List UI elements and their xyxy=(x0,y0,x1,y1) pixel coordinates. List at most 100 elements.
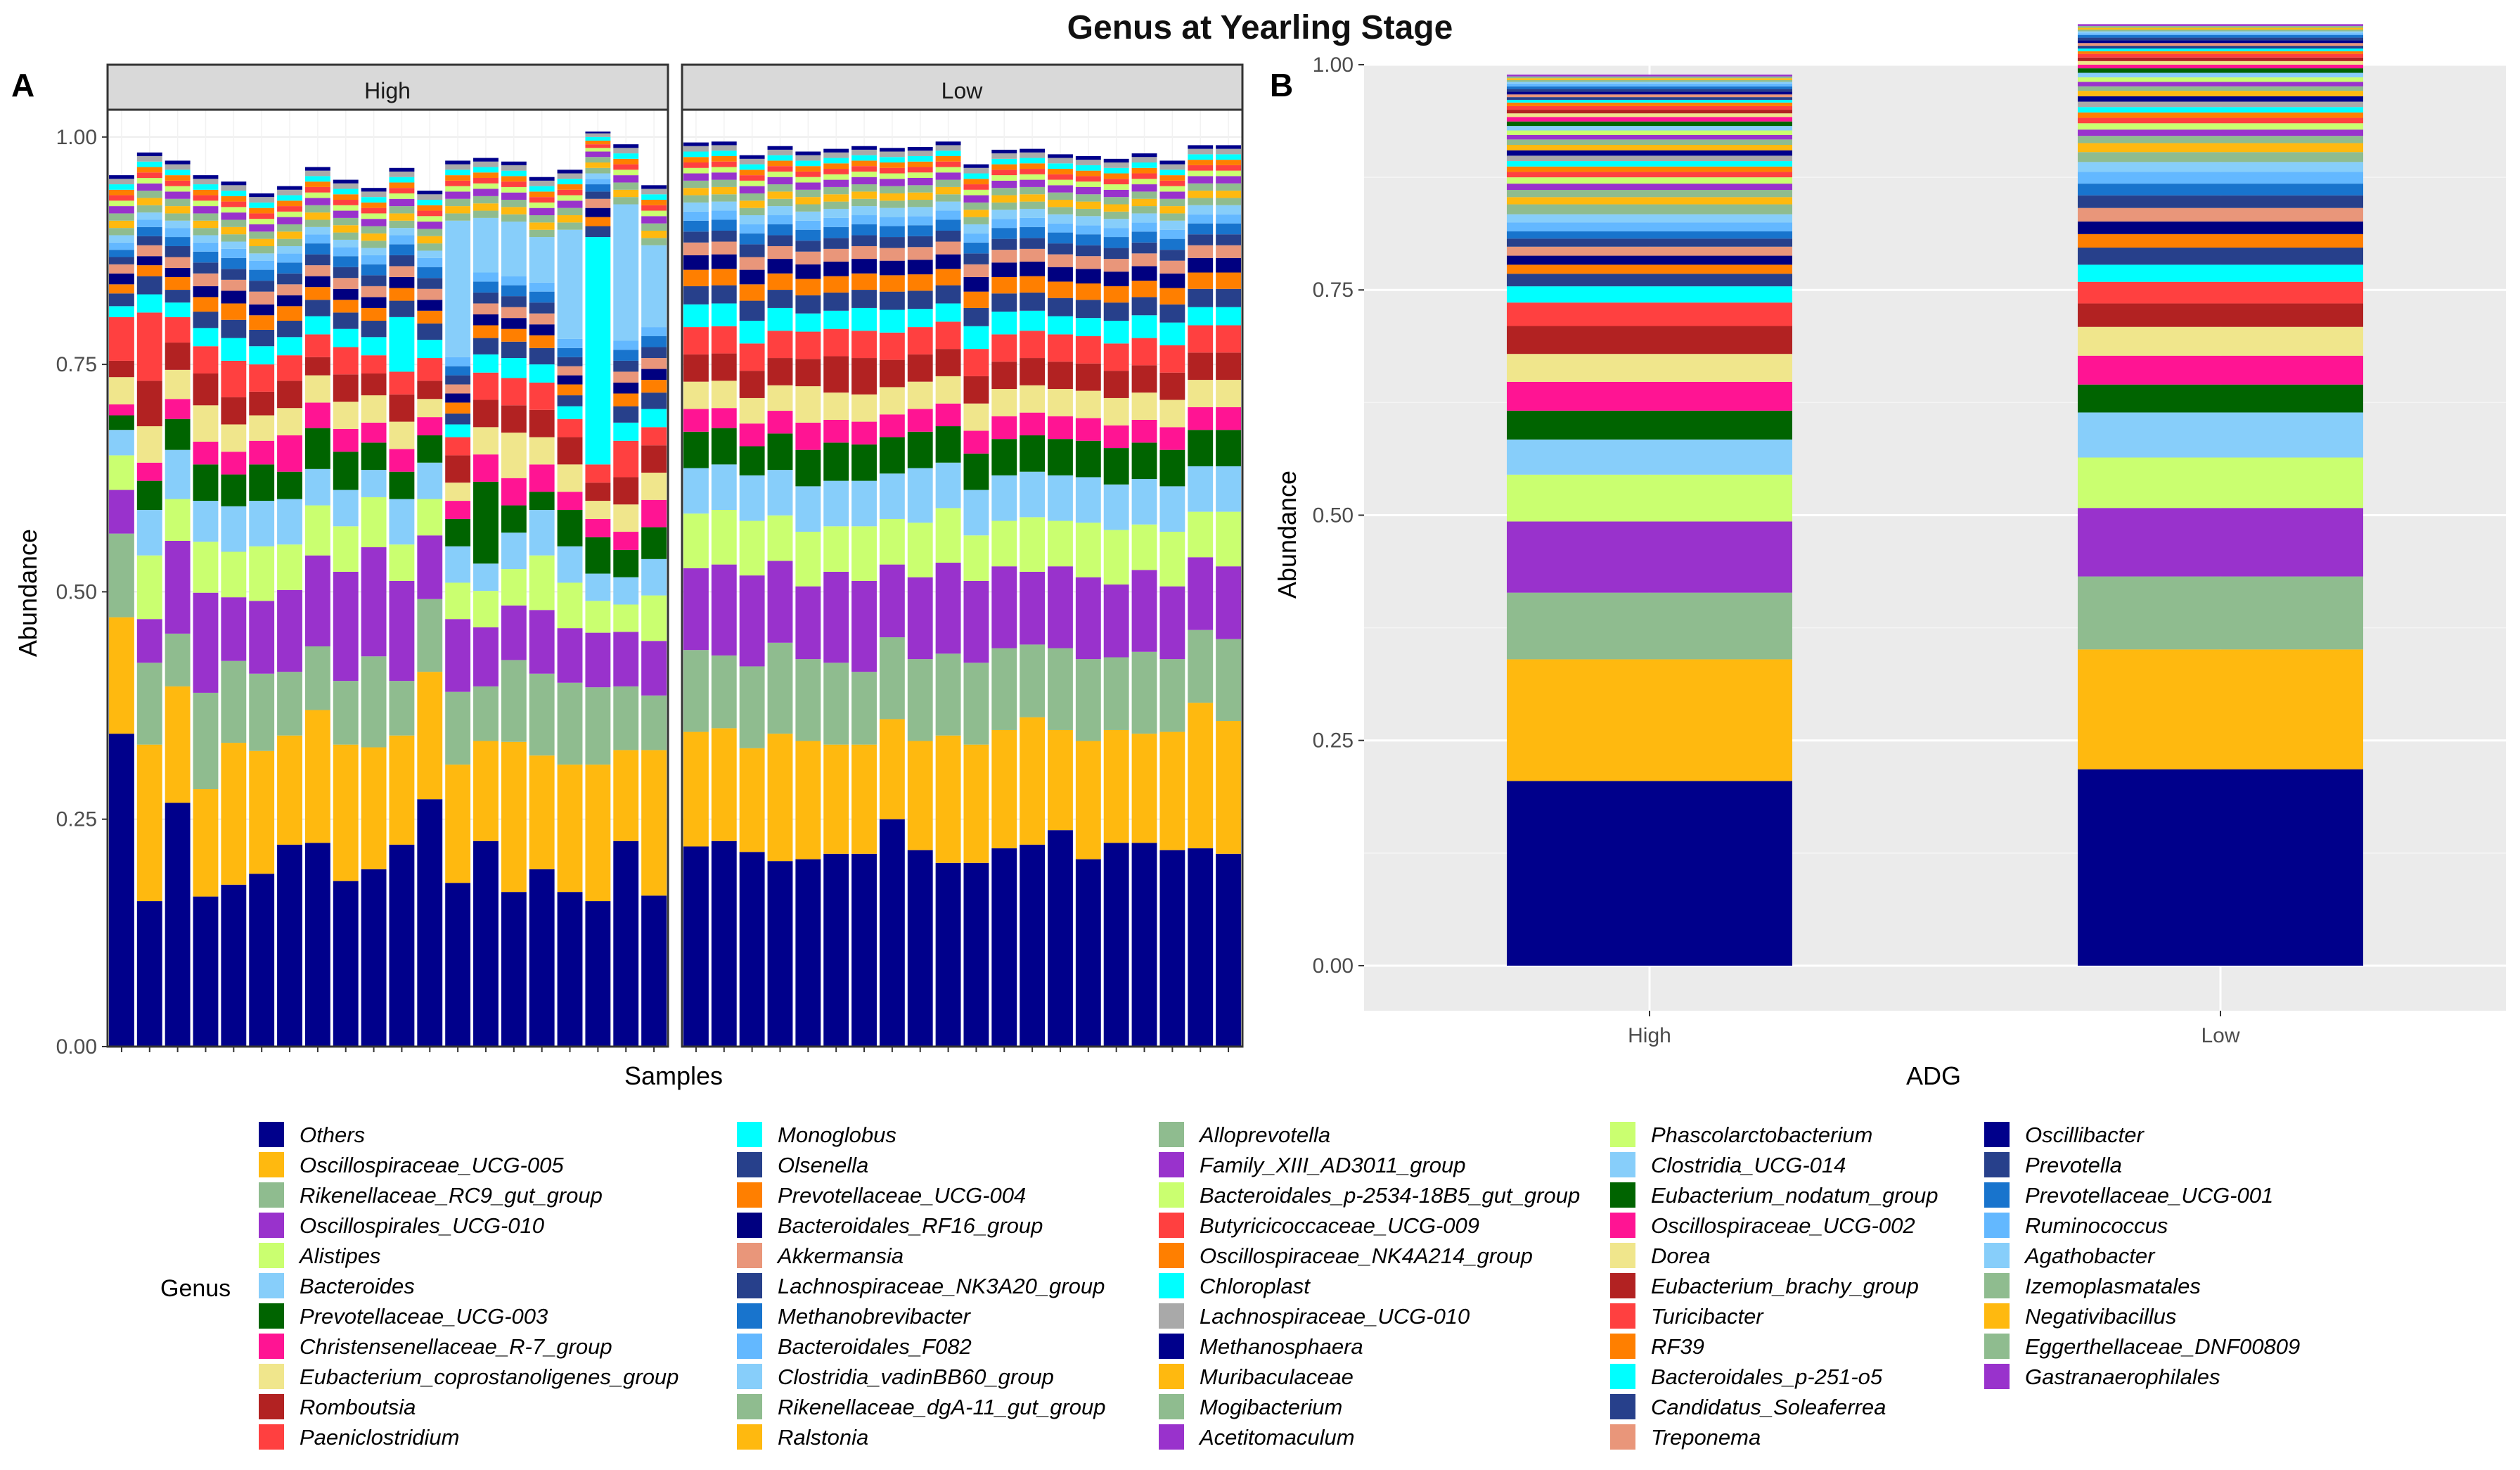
legend-swatch xyxy=(737,1213,762,1238)
bar-segment-high-sample-19-romboutsia xyxy=(613,477,639,505)
bar-segment-high-sample-16-romboutsia xyxy=(529,409,555,437)
bar-segment-high-sample-12-alloprevotella xyxy=(417,229,443,236)
bar-segment-low-turicibacter xyxy=(2078,53,2363,58)
bar-segment-high-sample-12-bacteroidales-p-2534-18b5-gut-group xyxy=(417,216,443,222)
bar-segment-low-sample-9-christensenellaceae-r-7-group xyxy=(907,409,933,432)
bar-segment-low-sample-3-oscillospiraceae-ucg-005 xyxy=(739,748,765,852)
bar-segment-high-sample-6-paeniclostridium xyxy=(249,364,275,392)
legend-label: Agathobacter xyxy=(2024,1244,2156,1268)
legend-swatch xyxy=(1159,1364,1184,1389)
chart-title: Genus at Yearling Stage xyxy=(1067,9,1453,46)
bar-segment-low-sample-2-bacteroidales-p-2534-18b5-gut-group xyxy=(711,167,737,173)
bar-segment-high-sample-14-romboutsia xyxy=(473,400,499,428)
legend-label: Eubacterium_coprostanoligenes_group xyxy=(300,1364,679,1389)
bar-segment-high-sample-13-butyricicoccaceae-ucg-009 xyxy=(445,180,471,186)
bar-segment-low-sample-11-chloroplast xyxy=(963,173,989,179)
bar-segment-low-sample-15-monoglobus xyxy=(1075,318,1101,337)
bar-segment-high-sample-9-lachnospiraceae-ucg-010 xyxy=(333,183,359,189)
bar-segment-high-gastranaerophilales xyxy=(1507,75,1792,77)
bar-segment-low-sample-6-olsenella xyxy=(823,292,849,311)
bar-segment-low-sample-4-monoglobus xyxy=(767,307,793,331)
bar-segment-high-sample-9-alloprevotella xyxy=(333,217,359,226)
bar-segment-high-sample-4-prevotellaceae-ucg-004 xyxy=(193,297,219,312)
bar-segment-low-sample-14-monoglobus xyxy=(1048,316,1073,335)
bar-segment-high-sample-12-monoglobus xyxy=(417,340,443,359)
bar-segment-low-sample-14-akkermansia xyxy=(1048,254,1073,267)
bar-segment-low-sample-10-paeniclostridium xyxy=(935,321,961,350)
bar-segment-low-prevotella xyxy=(2078,37,2363,41)
bar-segment-low-sample-6-bacteroidales-p-2534-18b5-gut-group xyxy=(823,174,849,180)
bar-segment-low-dorea xyxy=(2078,60,2363,65)
bar-segment-high-sample-8-alistipes xyxy=(304,505,330,556)
legend-label: Eubacterium_nodatum_group xyxy=(1651,1183,1938,1208)
legend-label: Alistipes xyxy=(298,1244,380,1268)
bar-segment-high-sample-11-paeniclostridium xyxy=(389,371,415,395)
bar-segment-high-sample-17-paeniclostridium xyxy=(557,418,583,437)
bar-segment-high-sample-8-ralstonia xyxy=(304,212,330,220)
bar-segment-high-sample-6-alistipes xyxy=(249,546,275,601)
bar-segment-low-sample-19-family-xiii-ad3011-group xyxy=(1188,176,1214,184)
bar-segment-low-sample-9-chloroplast xyxy=(907,155,933,162)
bar-segment-high-sample-8-rikenellaceae-rc9-gut-group xyxy=(304,646,330,710)
bar-segment-low-sample-18-rikenellaceae-rc9-gut-group xyxy=(1159,659,1185,732)
bar-segment-high-sample-15-akkermansia xyxy=(501,307,527,319)
legend-item-turicibacter: Turicibacter xyxy=(1610,1303,1764,1329)
bar-segment-high-sample-2-others xyxy=(136,901,162,1047)
bar-segment-high-sample-1-methanobrevibacter xyxy=(108,250,134,257)
bar-segment-low-family-xiii-ad3011-group xyxy=(2078,129,2363,136)
bar-segment-low-sample-17-methanosphaera xyxy=(1131,153,1157,158)
bar-segment-high-sample-4-prevotellaceae-ucg-003 xyxy=(193,464,219,501)
bar-segment-low-sample-12-bacteroidales-p-2534-18b5-gut-group xyxy=(991,175,1017,181)
bar-segment-low-sample-16-bacteroides xyxy=(1103,484,1129,530)
bar-segment-low-sample-10-others xyxy=(935,862,961,1047)
bar-segment-high-sample-13-alloprevotella xyxy=(445,198,471,207)
bar-segment-high-sample-17-olsenella xyxy=(557,395,583,407)
bar-segment-low-sample-14-paeniclostridium xyxy=(1048,334,1073,362)
bar-segment-low-sample-7-ralstonia xyxy=(851,191,877,199)
bar-segment-low-sample-19-bacteroides xyxy=(1188,466,1214,512)
bar-segment-low-sample-7-eubacterium-coprostanoligenes-group xyxy=(851,394,877,422)
bar-segment-high-sample-5-prevotellaceae-ucg-004 xyxy=(221,303,247,320)
bar-segment-high-candidatus-soleaferrea xyxy=(1507,97,1792,100)
bar-segment-low-sample-4-alloprevotella xyxy=(767,184,793,192)
x-tick-label-high: High xyxy=(1628,1024,1671,1047)
bar-segment-high-sample-14-chloroplast xyxy=(473,167,499,173)
bar-segment-low-sample-17-prevotellaceae-ucg-003 xyxy=(1131,442,1157,480)
bar-segment-high-sample-7-oscillospiraceae-ucg-005 xyxy=(277,735,302,845)
bar-segment-high-sample-11-prevotellaceae-ucg-004 xyxy=(389,288,415,301)
bar-segment-low-sample-3-oscillospiraceae-nk4a214-group xyxy=(739,170,765,176)
legend-swatch xyxy=(1984,1213,2010,1238)
bar-segment-high-sample-3-christensenellaceae-r-7-group xyxy=(165,399,191,419)
bar-segment-high-sample-7-christensenellaceae-r-7-group xyxy=(277,435,302,472)
bar-segment-high-sample-4-ralstonia xyxy=(193,220,219,229)
bar-segment-low-oscillospiraceae-ucg-002 xyxy=(2078,65,2363,69)
bar-segment-high-sample-1-akkermansia xyxy=(108,264,134,274)
bar-segment-low-sample-20-bacteroides xyxy=(1216,466,1242,512)
bar-segment-high-sample-1-romboutsia xyxy=(108,360,134,378)
bar-segment-high-sample-9-clostridia-vadinbb60-group xyxy=(333,239,359,248)
bar-segment-low-sample-16-methanosphaera xyxy=(1103,158,1129,163)
bar-segment-high-sample-20-monoglobus xyxy=(641,409,667,428)
bar-segment-high-lachnospiraceae-ucg-010 xyxy=(1507,155,1792,162)
bar-segment-low-sample-10-olsenella xyxy=(935,285,961,304)
legend-item-clostridia-vadinbb60-group: Clostridia_vadinBB60_group xyxy=(737,1364,1054,1389)
bar-segment-low-monoglobus xyxy=(2078,264,2363,282)
bar-segment-low-sample-1-methanosphaera xyxy=(683,142,709,146)
bar-segment-high-sample-12-rikenellaceae-dga-11-gut-group xyxy=(417,243,443,251)
bar-segment-low-sample-19-akkermansia xyxy=(1188,245,1214,258)
bar-segment-high-sample-17-alloprevotella xyxy=(557,207,583,216)
bar-segment-high-sample-6-rikenellaceae-dga-11-gut-group xyxy=(249,245,275,254)
bar-segment-low-sample-5-family-xiii-ad3011-group xyxy=(795,182,821,190)
bar-segment-high-sample-14-others xyxy=(473,841,499,1047)
bar-segment-high-sample-20-rikenellaceae-rc9-gut-group xyxy=(641,695,667,750)
bar-segment-high-sample-13-prevotellaceae-ucg-003 xyxy=(445,518,471,547)
bar-segment-low-sample-14-rikenellaceae-rc9-gut-group xyxy=(1048,648,1073,730)
bar-segment-low-sample-12-oscillospirales-ucg-010 xyxy=(991,566,1017,648)
legend-swatch xyxy=(1610,1394,1635,1419)
bar-segment-high-sample-20-methanobrevibacter xyxy=(641,336,667,347)
bar-segment-high-sample-15-alloprevotella xyxy=(501,200,527,207)
bar-segment-low-bacteroidales-rf16-group xyxy=(2078,221,2363,234)
bar-segment-low-eubacterium-coprostanoligenes-group xyxy=(2078,326,2363,356)
bar-segment-high-sample-9-ralstonia xyxy=(333,225,359,233)
bar-segment-high-sample-15-methanosphaera xyxy=(501,161,527,165)
